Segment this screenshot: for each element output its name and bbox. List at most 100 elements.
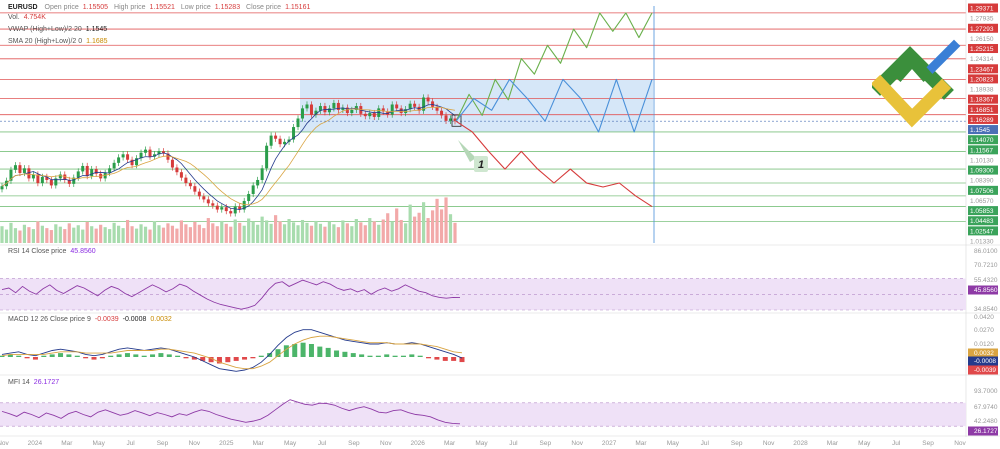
candle-66 [296, 115, 300, 131]
volume-bar-93 [417, 212, 421, 243]
close-label: Close price [246, 4, 282, 11]
volume-bar-16 [72, 227, 76, 243]
macd-tag-4 [968, 356, 998, 366]
volume-bar-87 [390, 221, 394, 243]
x-axis-label-8: Mar [253, 440, 265, 447]
mfi-legend: MFI 14 26.1727 [8, 379, 63, 386]
macd-hist-bar-21 [175, 355, 181, 357]
candle-81 [363, 110, 367, 120]
price-axis-tick-10: 1.16851 [968, 104, 998, 114]
candle-43 [193, 183, 197, 195]
volume-bar-101 [453, 222, 457, 243]
volume-bar-65 [291, 222, 296, 243]
price-axis-tick-19: 1.06570 [970, 198, 994, 205]
volume-bar-10 [45, 228, 49, 243]
volume-bar-41 [184, 224, 188, 243]
macd-hist-bar-41 [342, 351, 348, 357]
mfi-line [1, 399, 461, 425]
macd-tag-5 [968, 365, 998, 375]
volume-bar-5 [22, 224, 27, 243]
candle-39 [175, 164, 179, 176]
macd-hist-bar-9 [74, 355, 80, 357]
volume-bar-17 [76, 225, 80, 243]
candle-29 [130, 156, 134, 169]
candle-21 [94, 165, 98, 177]
price-axis-tick-12: 1.1545 [968, 125, 998, 135]
volume-bar-69 [309, 225, 314, 243]
macd-hist-bar-36 [300, 342, 306, 357]
svg-text:1.23467: 1.23467 [970, 66, 994, 73]
sma-legend: SMA 20 (High+Low)/2 0 1.1685 [8, 38, 112, 45]
signal-line [1, 335, 463, 370]
macd-hist-bar-30 [250, 357, 256, 359]
volume-bar-78 [350, 226, 354, 243]
volume-bar-64 [287, 219, 291, 243]
x-axis-label-11: Sep [348, 440, 360, 447]
candle-42 [188, 179, 192, 190]
candle-7 [31, 171, 35, 182]
macd-hist-bar-0 [0, 355, 5, 357]
candle-4 [18, 162, 22, 177]
x-axis-label-30: Nov [954, 440, 966, 447]
svg-text:1.29371: 1.29371 [970, 6, 994, 13]
volume-bar-71 [318, 223, 323, 243]
volume-bar-77 [345, 223, 349, 243]
volume-bar-24 [108, 229, 112, 243]
volume-bar-76 [341, 220, 345, 243]
volume-bar-37 [166, 223, 170, 243]
x-axis-label-1: 2024 [28, 440, 43, 447]
vwap-label: VWAP (High+Low)/2 20 [8, 26, 82, 33]
candle-73 [327, 105, 331, 116]
macd-hist-bar-4 [32, 357, 38, 360]
volume-bar-75 [336, 227, 340, 243]
candle-31 [139, 149, 143, 162]
mfi-value-tag [968, 426, 998, 436]
volume-bar-79 [354, 219, 358, 243]
svg-text:1.09300: 1.09300 [970, 168, 994, 175]
x-axis-label-16: Jul [509, 440, 518, 447]
macd-hist-bar-6 [49, 354, 55, 357]
volume-bar-81 [363, 225, 367, 243]
macd-hist-bar-33 [275, 349, 281, 357]
x-axis-label-21: May [667, 440, 680, 447]
macd-hist-bar-45 [375, 355, 381, 357]
volume-bar-48 [215, 226, 219, 243]
candle-2 [9, 166, 13, 184]
price-axis-tick-16: 1.09300 [968, 165, 998, 175]
volume-bar-82 [368, 218, 372, 243]
macd-line [1, 329, 463, 372]
macd-axis-label-2: 0.0120 [974, 341, 994, 348]
candle-83 [372, 109, 376, 121]
x-axis-label-19: 2027 [602, 440, 617, 447]
svg-text:1.16289: 1.16289 [970, 117, 994, 124]
volume-bar-50 [224, 223, 228, 243]
current-candle-box [451, 114, 462, 127]
macd-hist-bar-35 [292, 344, 298, 357]
candle-89 [399, 105, 403, 117]
macd-hist-bar-47 [392, 355, 398, 357]
candle-14 [63, 171, 67, 184]
volume-bar-59 [265, 220, 269, 243]
x-axis-label-27: May [858, 440, 871, 447]
candle-19 [85, 162, 89, 180]
macd-hist-bar-14 [116, 354, 122, 357]
macd-hist-bar-31 [258, 355, 264, 357]
candle-98 [440, 107, 444, 119]
macd-hist-bar-23 [191, 357, 197, 360]
candle-61 [274, 132, 278, 142]
macd-hist-bar-38 [317, 346, 323, 357]
volume-bar-14 [63, 229, 67, 243]
volume-bar-58 [260, 216, 264, 243]
main-legend: EURUSD Open price 1.15505 High price 1.155… [8, 4, 314, 11]
candle-23 [103, 169, 107, 182]
candle-26 [117, 154, 121, 166]
svg-text:1.24314: 1.24314 [970, 56, 994, 63]
volume-bar-15 [67, 223, 71, 243]
x-axis-label-9: May [284, 440, 297, 447]
candle-101 [453, 115, 457, 125]
volume-bar-44 [197, 224, 201, 243]
svg-text:1.02547: 1.02547 [970, 228, 994, 235]
volume-bar-83 [372, 221, 376, 243]
price-axis-tick-13: 1.14070 [968, 135, 998, 145]
